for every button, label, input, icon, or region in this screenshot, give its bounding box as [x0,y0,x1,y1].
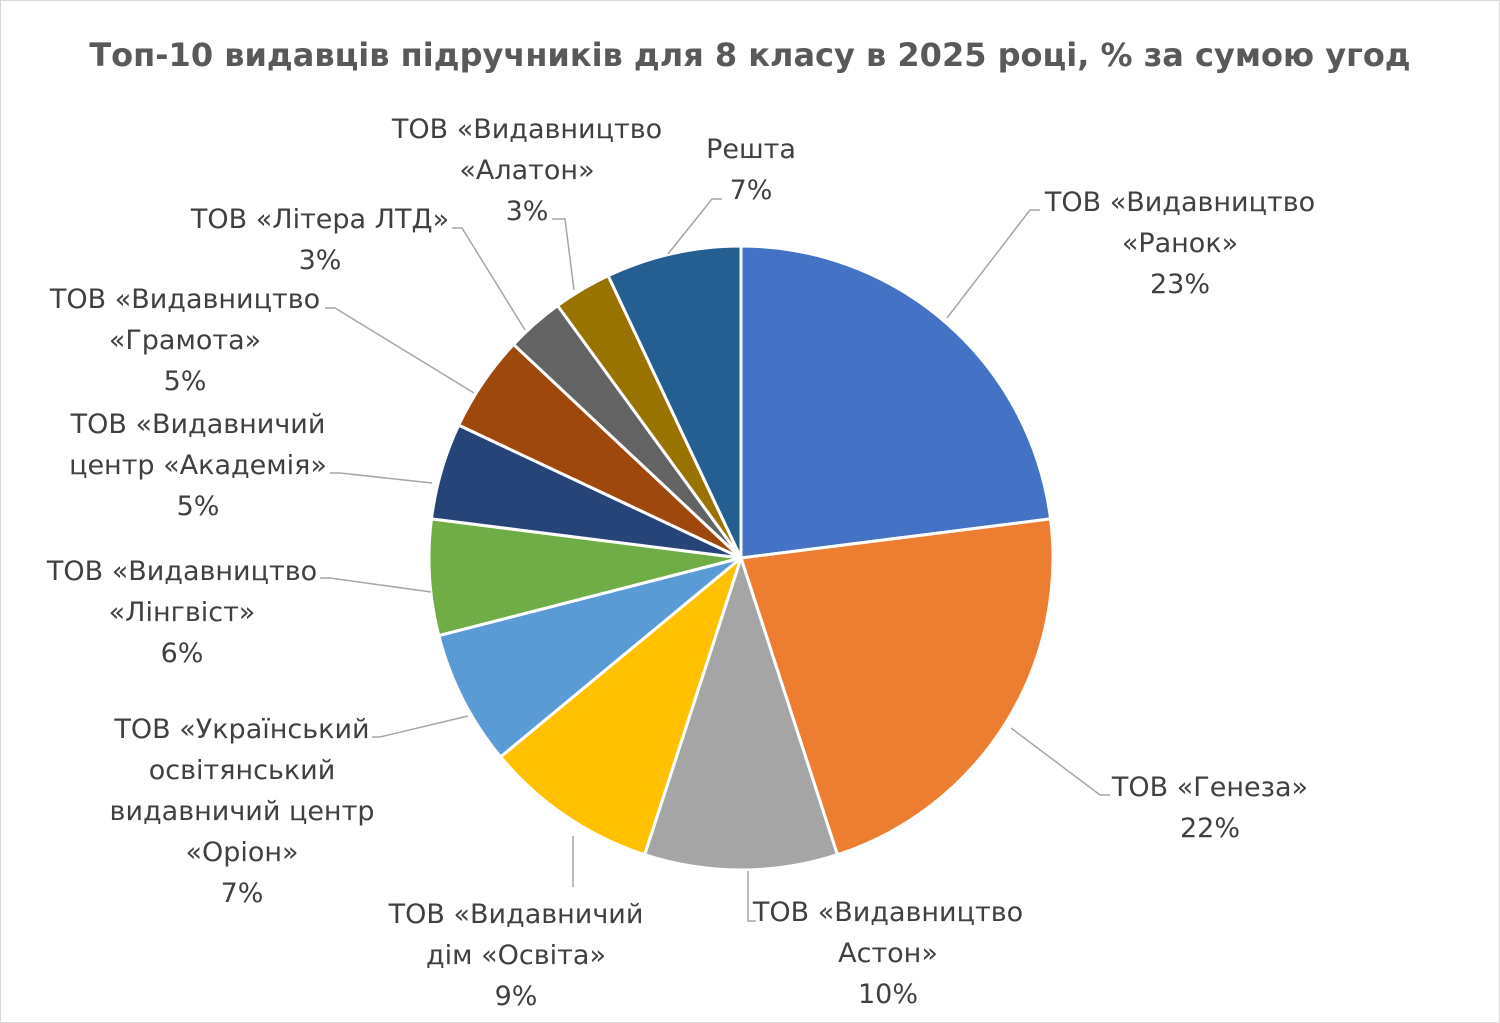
slice-name-line: Решта [706,134,796,165]
chart-title: Топ-10 видавців підручників для 8 класу … [89,36,1411,74]
slice-name-line: Астон» [838,938,938,969]
slice-value-label: 23% [1150,269,1210,300]
leader-line [320,577,432,593]
slice-label: ТОВ «Видавничий дім «Освіта» 9% [388,899,644,1012]
slice-value-label: 5% [177,491,220,522]
leader-line [1010,727,1110,796]
leader-line [325,307,475,394]
slice-name-line: «Лінгвіст» [109,597,256,628]
pie-slice [739,517,1055,857]
slice-name-line: «Ранок» [1122,228,1238,259]
slice-name-line: «Грамота» [109,325,261,356]
slice-value-label: 5% [164,366,207,397]
slice-label: ТОВ «Видавництво «Лінгвіст» 6% [46,556,317,669]
slice-value-label: 9% [495,981,538,1012]
data-labels: ТОВ «Видавництво «Ранок» 23% ТОВ «Генеза» 22… [46,114,1315,1012]
slice-value-label: 10% [858,979,918,1010]
slice-value-label: 3% [299,245,342,276]
slice-name-line: ТОВ «Видавництво [46,556,317,587]
slice-label: ТОВ «Генеза» 22% [1111,772,1308,844]
slice-label: Решта 7% [706,134,796,206]
slice-label: ТОВ «Видавництво Астон» 10% [752,897,1023,1010]
leader-line [747,871,756,922]
pie-slice [739,244,1053,560]
slice-name-line: ТОВ «Український [113,714,369,745]
pie-slice [499,556,743,857]
slice-label: ТОВ «Видавництво «Алатон» 3% [391,114,662,227]
slice-name-line: дім «Освіта» [426,940,606,971]
slice-name-line: ТОВ «Генеза» [1111,772,1308,803]
slice-value-label: 7% [221,878,264,909]
slice-name-line: «Алатон» [459,155,594,186]
slice-label: ТОВ «Видавничий центр «Академія» 5% [69,409,327,522]
slice-label: ТОВ «Літера ЛТД» 3% [190,204,449,276]
slice-name-line: ТОВ «Видавництво [49,284,320,315]
slice-name-line: ТОВ «Видавничий [70,409,326,440]
slice-value-label: 22% [1180,813,1240,844]
pie-slice [437,556,743,759]
leader-lines [320,198,1110,922]
leader-line [552,218,575,291]
slice-value-label: 7% [730,175,773,206]
slice-name-line: ТОВ «Видавництво [1044,187,1315,218]
slice-label: ТОВ «Видавництво «Грамота» 5% [49,284,320,397]
slice-name-line: ТОВ «Видавництво [752,897,1023,928]
slice-name-line: ТОВ «Видавництво [391,114,662,145]
slice-name-line: «Оріон» [185,837,298,868]
leader-line [330,472,433,484]
leader-line [667,198,722,255]
slice-name-line: освітянський [149,755,336,786]
slice-name-line: ТОВ «Літера ЛТД» [190,204,449,235]
leader-line [372,715,469,738]
slice-value-label: 3% [506,196,549,227]
slice-label: ТОВ «Видавництво «Ранок» 23% [1044,187,1315,300]
pie-slices [427,244,1055,872]
slice-name-line: видавничий центр [110,796,375,827]
slice-label: ТОВ «Український освітянський видавничий ц… [110,714,375,909]
leader-line [452,227,526,331]
leader-line [946,209,1040,319]
slice-name-line: центр «Академія» [69,450,327,481]
pie-slice [643,556,839,872]
slice-value-label: 6% [161,638,204,669]
slice-name-line: ТОВ «Видавничий [388,899,644,930]
pie-slice [606,244,743,560]
